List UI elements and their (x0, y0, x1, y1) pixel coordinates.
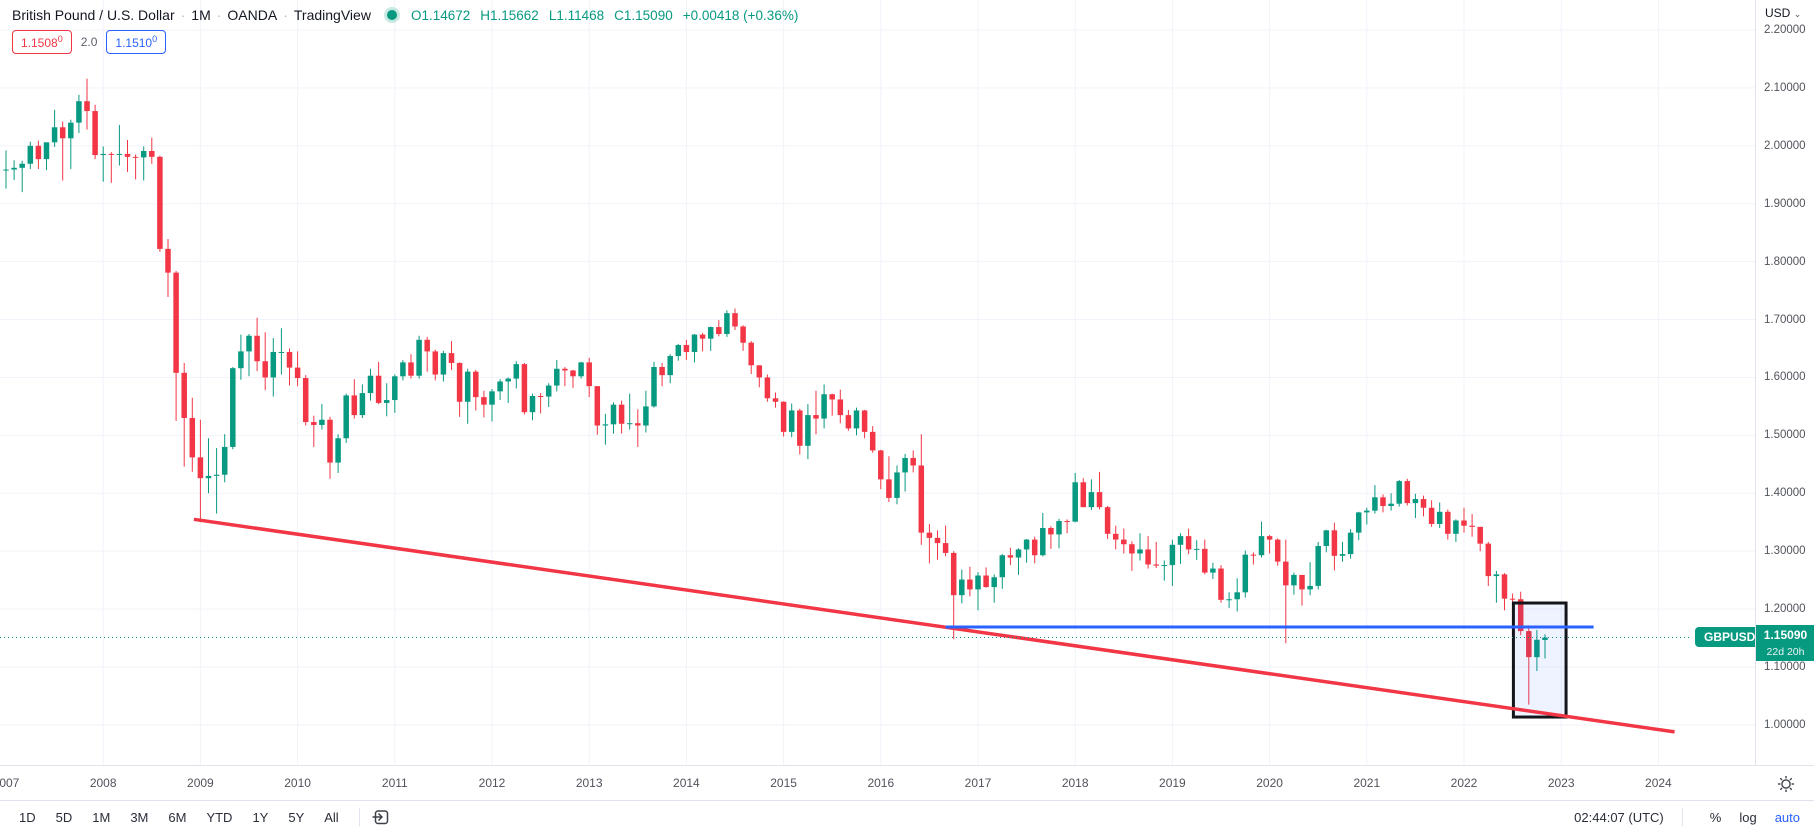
low-value: L1.11468 (548, 7, 605, 23)
price-tick: 1.10000 (1764, 661, 1806, 673)
price-tick: 2.10000 (1764, 81, 1806, 94)
year-label: 2015 (770, 776, 797, 790)
auto-scale-button[interactable]: auto (1774, 809, 1800, 825)
toolbar-right: 02:44:07 (UTC) % log auto (1556, 808, 1800, 826)
buy-order-label[interactable]: 1.15100 (106, 30, 167, 54)
price-tick: 1.00000 (1764, 718, 1806, 731)
year-label: 2018 (1061, 776, 1089, 790)
price-tick: 1.30000 (1764, 545, 1806, 558)
bar-countdown: 22d 20h (1766, 645, 1805, 658)
axis-settings-corner[interactable] (1755, 765, 1814, 801)
close-value: C1.15090 (614, 7, 673, 23)
last-price-value: 1.15090 (1763, 627, 1808, 642)
year-label: 2007 (0, 776, 20, 790)
percent-scale-button[interactable]: % (1709, 809, 1722, 825)
price-axis[interactable]: USD ⌄ 1.15090 22d 20h 2.20000 2.10000 2.00… (1755, 0, 1814, 765)
range-button-3m[interactable]: 3M (130, 809, 149, 825)
price-tick: 2.20000 (1764, 23, 1806, 36)
year-label: 2022 (1450, 776, 1478, 790)
price-tick: 1.90000 (1764, 197, 1806, 210)
range-button-ytd[interactable]: YTD (206, 809, 233, 825)
price-tick: 1.80000 (1764, 255, 1806, 268)
toolbar-divider (358, 808, 360, 826)
platform-label: TradingView (293, 7, 371, 23)
chart-legend: British Pound / U.S. Dollar · 1M · OANDA… (12, 7, 798, 54)
year-label: 2021 (1353, 776, 1381, 790)
candlestick-chart[interactable] (0, 0, 1755, 765)
year-label: 2012 (478, 776, 506, 790)
last-price-label[interactable]: 1.15090 22d 20h (1756, 624, 1814, 661)
range-button-6m[interactable]: 6M (168, 809, 187, 825)
year-label: 2023 (1547, 776, 1575, 790)
year-label: 2011 (381, 776, 408, 790)
gear-icon[interactable] (1777, 775, 1795, 793)
change-value: +0.00418 (+0.36%) (682, 7, 799, 23)
year-label: 2016 (867, 776, 895, 790)
ohlc-values: O1.14672 H1.15662 L1.11468 C1.15090 +0.0… (411, 8, 798, 23)
chart-pane[interactable]: British Pound / U.S. Dollar · 1M · OANDA… (0, 0, 1755, 765)
chevron-down-icon: ⌄ (1793, 9, 1802, 19)
separator-dot: · (216, 7, 222, 23)
time-axis[interactable]: 2007 2008 2009 2010 2011 2012 2013 2014 2015 2016… (0, 765, 1755, 801)
price-tick: 1.50000 (1764, 429, 1806, 442)
range-button-1m[interactable]: 1M (92, 809, 111, 825)
open-value: O1.14672 (410, 7, 471, 23)
separator-dot: · (180, 7, 186, 23)
sell-order-label[interactable]: 1.15080 (12, 30, 72, 54)
price-tick: 1.40000 (1764, 487, 1806, 500)
price-tick: 1.60000 (1764, 371, 1806, 384)
year-label: 2014 (673, 776, 700, 790)
symbol-title[interactable]: British Pound / U.S. Dollar (12, 7, 175, 23)
go-to-date-icon[interactable] (371, 807, 391, 827)
clock-utc[interactable]: 02:44:07 (UTC) (1574, 809, 1664, 825)
year-label: 2008 (89, 776, 117, 790)
price-tick: 1.70000 (1764, 313, 1806, 326)
bottom-toolbar: 1D 5D 1M 3M 6M YTD 1Y 5Y All 02:44:07 (UTC) % lo… (0, 800, 1814, 833)
range-button-5d[interactable]: 5D (55, 809, 73, 825)
range-button-1y[interactable]: 1Y (252, 809, 269, 825)
range-button-all[interactable]: All (324, 809, 339, 825)
year-label: 2020 (1256, 776, 1283, 790)
high-value: H1.15662 (480, 7, 539, 23)
log-scale-button[interactable]: log (1739, 809, 1757, 825)
year-label: 2013 (575, 776, 603, 790)
price-tick: 2.00000 (1764, 139, 1806, 152)
symbol-price-flag[interactable]: GBPUSD (1695, 626, 1755, 647)
order-quantity-label: 2.0 (80, 35, 98, 49)
year-label: 2019 (1159, 776, 1186, 790)
year-label: 2009 (187, 776, 214, 790)
year-label: 2024 (1645, 776, 1672, 790)
range-button-1d[interactable]: 1D (19, 809, 36, 825)
date-range-switcher: 1D 5D 1M 3M 6M YTD 1Y 5Y All (10, 807, 391, 828)
range-button-5y[interactable]: 5Y (288, 809, 305, 825)
year-label: 2010 (284, 776, 311, 790)
exchange-label[interactable]: OANDA (227, 7, 278, 23)
toolbar-divider (1681, 808, 1683, 826)
currency-dropdown[interactable]: USD ⌄ (1765, 6, 1802, 20)
market-status-icon[interactable] (386, 10, 397, 20)
year-label: 2017 (964, 776, 992, 790)
separator-dot: · (283, 7, 288, 23)
interval-label[interactable]: 1M (191, 7, 211, 23)
price-tick: 1.20000 (1764, 603, 1806, 616)
